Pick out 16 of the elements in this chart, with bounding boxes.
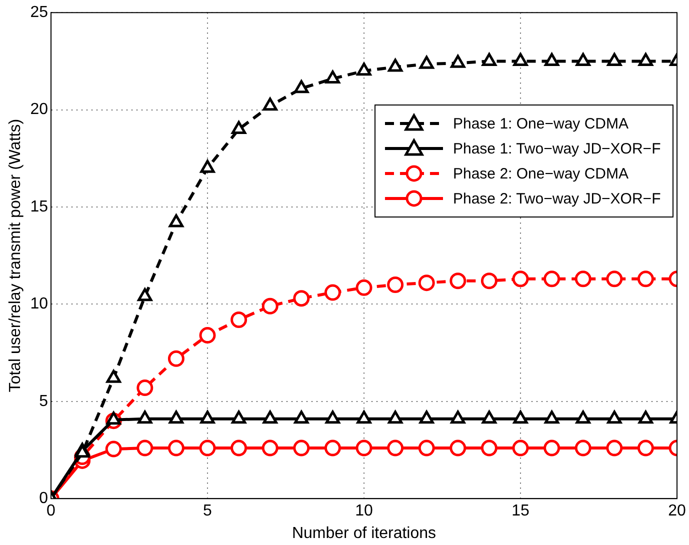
x-tick-label: 15 (512, 502, 530, 520)
x-tick-label: 10 (355, 502, 373, 520)
y-tick-label: 0 (39, 490, 48, 508)
y-axis-title: Total user/relay transmit power (Watts) (7, 118, 24, 392)
y-tick-label: 5 (39, 392, 48, 410)
legend-label: Phase 2: One−way CDMA (452, 166, 628, 183)
y-tick-label: 15 (30, 198, 48, 216)
y-tick-label: 20 (30, 101, 48, 118)
legend-label: Phase 1: One−way CDMA (452, 116, 628, 133)
legend-label: Phase 1: Two−way JD−XOR−F (452, 140, 661, 158)
x-axis-title: Number of iterations (292, 524, 436, 542)
legend-label: Phase 2: Two−way JD−XOR−F (452, 190, 661, 208)
y-tick-label: 25 (30, 4, 48, 22)
y-tick-label: 10 (30, 296, 48, 313)
x-tick-label: 5 (203, 502, 212, 520)
x-tick-label: 20 (668, 502, 686, 520)
